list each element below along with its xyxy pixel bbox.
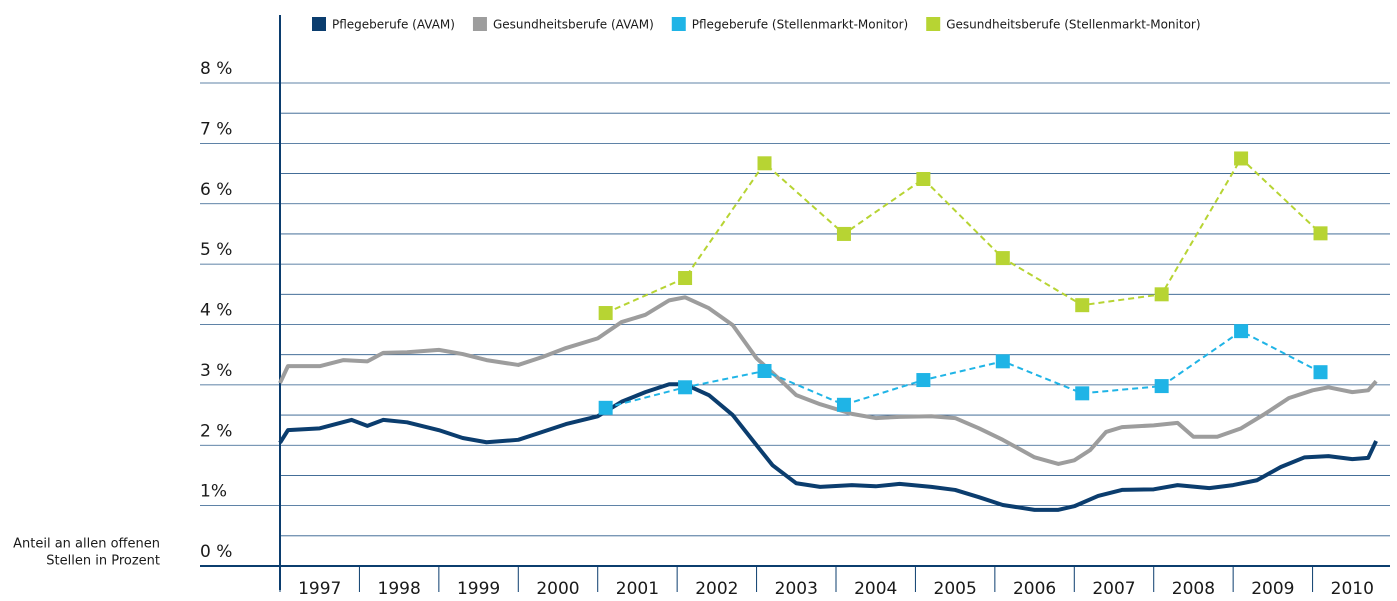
marker [995,354,1010,369]
y-axis-label: Stellen in Prozent [46,554,160,569]
x-tick-label: 1999 [457,579,500,599]
y-tick-label: 5 % [200,240,232,260]
x-tick-label: 2000 [536,579,579,599]
marker [1313,365,1328,380]
legend-label: Gesundheitsberufe (AVAM) [493,18,654,32]
legend-swatch [671,17,686,31]
legend-swatch [926,17,941,31]
legend-swatch [472,17,487,31]
y-tick-label: 3 % [200,361,232,381]
x-tick-label: 2008 [1172,579,1215,599]
marker [1154,379,1169,394]
x-tick-label: 2006 [1013,579,1056,599]
line [605,330,1321,409]
x-tick-label: 2005 [934,579,977,599]
y-tick-label: 1% [200,482,227,502]
legend-label: Pflegeberufe (AVAM) [332,18,455,32]
x-tick-label: 2002 [695,579,738,599]
x-tick-label: 1998 [378,579,421,599]
x-tick-label: 2001 [616,579,659,599]
y-axis-label: Anteil an allen offenen [13,537,160,552]
y-tick-label: 6 % [200,180,232,200]
x-tick-label: 1997 [298,579,341,599]
marker [678,271,693,286]
legend-swatch [312,17,326,31]
line [278,382,1378,512]
x-tick-label: 2009 [1251,579,1294,599]
marker [836,226,851,241]
legend-label: Pflegeberufe (Stellenmarkt-Monitor) [692,18,908,32]
y-tick-label: 2 % [200,421,232,441]
marker [1234,151,1249,166]
y-tick-label: 7 % [200,119,232,139]
marker [757,156,772,171]
marker [1154,287,1169,302]
marker [598,400,613,415]
x-tick-label: 2010 [1331,579,1374,599]
y-tick-label: 0 % [200,542,232,562]
legend-label: Gesundheitsberufe (Stellenmarkt-Monitor) [946,18,1200,32]
marker [1075,298,1090,313]
marker [678,380,693,395]
x-tick-label: 2004 [854,579,897,599]
marker [995,251,1010,266]
marker [757,363,772,378]
marker [1075,386,1090,401]
marker [916,171,931,186]
x-tick-label: 2007 [1092,579,1135,599]
marker [1234,324,1249,339]
marker [916,373,931,388]
marker [836,397,851,412]
y-tick-label: 4 % [200,301,232,321]
y-tick-label: 8 % [200,59,232,79]
marker [1313,226,1328,241]
x-tick-label: 2003 [775,579,818,599]
line [605,157,1322,314]
line [278,295,1378,466]
marker [598,306,613,321]
